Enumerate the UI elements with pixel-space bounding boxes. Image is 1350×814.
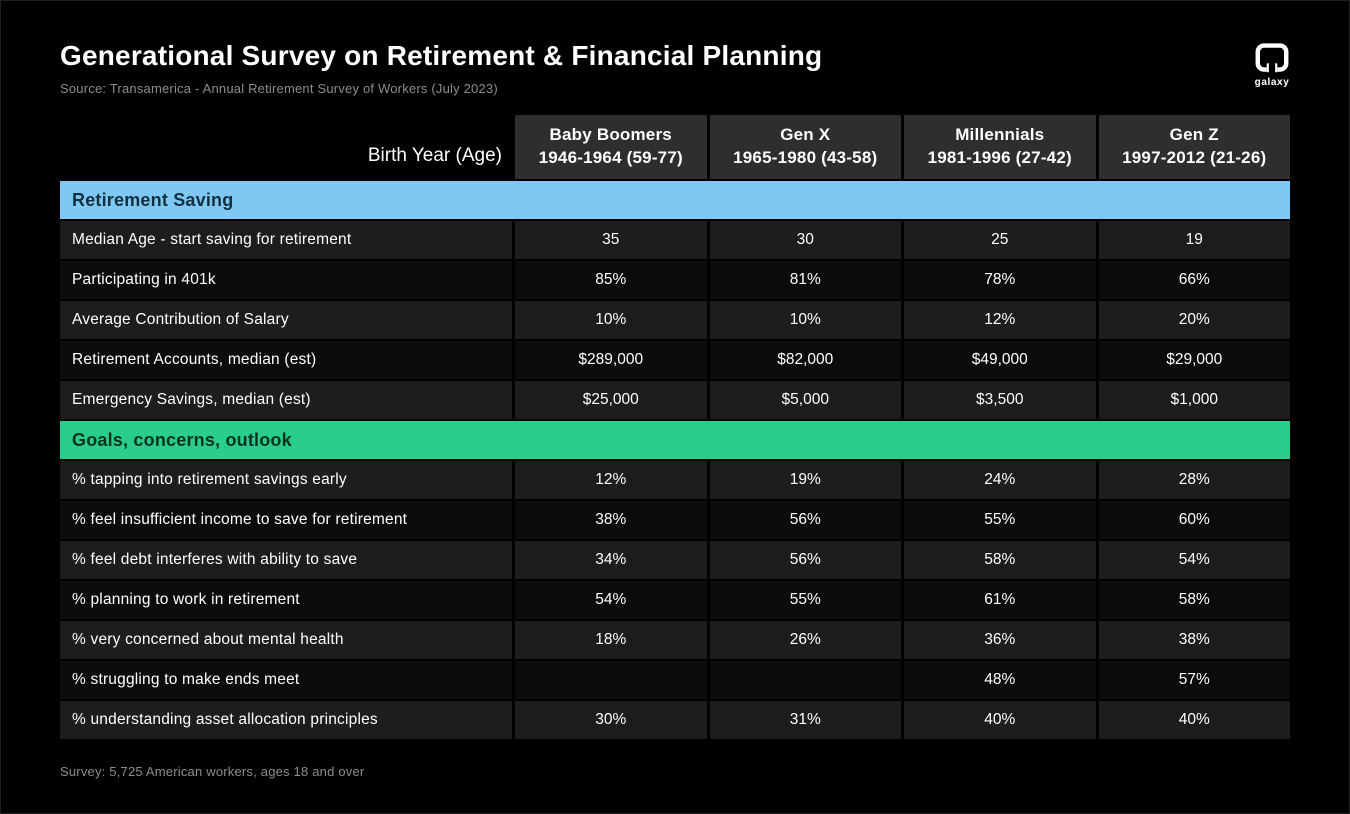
cell-value: 60% <box>1098 501 1290 540</box>
cell-value: 36% <box>904 621 1096 660</box>
cell-value: 81% <box>709 261 901 300</box>
cell-value: 38% <box>515 501 707 540</box>
page-title: Generational Survey on Retirement & Fina… <box>60 40 823 71</box>
survey-footnote: Survey: 5,725 American workers, ages 18 … <box>60 764 365 780</box>
row-label: % feel debt interferes with ability to s… <box>60 541 512 580</box>
generation-name: Baby Boomers <box>549 125 672 145</box>
cell-value <box>709 661 901 700</box>
cell-value: 48% <box>904 661 1096 700</box>
section-header: Retirement Saving <box>60 181 1290 220</box>
generation-column-header: Gen X 1965-1980 (43-58) <box>709 115 901 180</box>
cell-value: 12% <box>515 461 707 500</box>
row-label: % tapping into retirement savings early <box>60 461 512 500</box>
generation-name: Gen X <box>780 125 831 145</box>
row-label: % understanding asset allocation princip… <box>60 701 512 740</box>
row-label: % planning to work in retirement <box>60 581 512 620</box>
generation-birth-range: 1946-1964 (59-77) <box>538 148 683 168</box>
page-header: Generational Survey on Retirement & Fina… <box>0 0 1350 96</box>
cell-value: 20% <box>1098 301 1290 340</box>
cell-value: 10% <box>709 301 901 340</box>
row-label: % very concerned about mental health <box>60 621 512 660</box>
row-label: Retirement Accounts, median (est) <box>60 341 512 380</box>
section-header: Goals, concerns, outlook <box>60 421 1290 460</box>
cell-value: 30 <box>709 221 901 260</box>
cell-value: 58% <box>904 541 1096 580</box>
row-label: Median Age - start saving for retirement <box>60 221 512 260</box>
cell-value: 26% <box>709 621 901 660</box>
survey-table: Birth Year (Age) Baby Boomers 1946-1964 (5… <box>60 115 1290 740</box>
cell-value: 35 <box>515 221 707 260</box>
cell-value: $1,000 <box>1098 381 1290 420</box>
cell-value: 12% <box>904 301 1096 340</box>
cell-value: 66% <box>1098 261 1290 300</box>
generation-name: Gen Z <box>1169 125 1219 145</box>
cell-value: 54% <box>515 581 707 620</box>
cell-value: $25,000 <box>515 381 707 420</box>
generation-name: Millennials <box>955 125 1045 145</box>
generation-birth-range: 1997-2012 (21-26) <box>1122 148 1267 168</box>
cell-value: 19 <box>1098 221 1290 260</box>
cell-value: $82,000 <box>709 341 901 380</box>
row-label: % struggling to make ends meet <box>60 661 512 700</box>
cell-value: 34% <box>515 541 707 580</box>
cell-value: 18% <box>515 621 707 660</box>
cell-value: 40% <box>904 701 1096 740</box>
brand-logo: galaxy <box>1254 42 1290 88</box>
cell-value: 55% <box>904 501 1096 540</box>
generation-column-header: Millennials 1981-1996 (27-42) <box>904 115 1096 180</box>
row-label: Average Contribution of Salary <box>60 301 512 340</box>
cell-value: 28% <box>1098 461 1290 500</box>
birth-year-age-label: Birth Year (Age) <box>367 145 502 167</box>
cell-value: 56% <box>709 541 901 580</box>
generation-column-header: Baby Boomers 1946-1964 (59-77) <box>515 115 707 180</box>
cell-value: 85% <box>515 261 707 300</box>
cell-value: 61% <box>904 581 1096 620</box>
cell-value: 78% <box>904 261 1096 300</box>
cell-value <box>515 661 707 700</box>
generation-column-header: Gen Z 1997-2012 (21-26) <box>1098 115 1290 180</box>
source-note: Source: Transamerica - Annual Retirement… <box>60 81 498 97</box>
cell-value: 56% <box>709 501 901 540</box>
row-label: Emergency Savings, median (est) <box>60 381 512 420</box>
cell-value: 30% <box>515 701 707 740</box>
cell-value: $49,000 <box>904 341 1096 380</box>
cell-value: $289,000 <box>515 341 707 380</box>
brand-name: galaxy <box>1254 77 1290 88</box>
cell-value: $5,000 <box>709 381 901 420</box>
cell-value: $3,500 <box>904 381 1096 420</box>
cell-value: $29,000 <box>1098 341 1290 380</box>
cell-value: 19% <box>709 461 901 500</box>
row-label: % feel insufficient income to save for r… <box>60 501 512 540</box>
cell-value: 10% <box>515 301 707 340</box>
generation-birth-range: 1965-1980 (43-58) <box>733 148 878 168</box>
cell-value: 57% <box>1098 661 1290 700</box>
galaxy-logo-icon <box>1255 43 1289 74</box>
cell-value: 24% <box>904 461 1096 500</box>
cell-value: 55% <box>709 581 901 620</box>
title-block: Generational Survey on Retirement & Fina… <box>60 40 822 96</box>
cell-value: 40% <box>1098 701 1290 740</box>
generation-birth-range: 1981-1996 (27-42) <box>927 148 1072 168</box>
cell-value: 58% <box>1098 581 1290 620</box>
cell-value: 54% <box>1098 541 1290 580</box>
row-label: Participating in 401k <box>60 261 512 300</box>
cell-value: 38% <box>1098 621 1290 660</box>
cell-value: 25 <box>904 221 1096 260</box>
cell-value: 31% <box>709 701 901 740</box>
